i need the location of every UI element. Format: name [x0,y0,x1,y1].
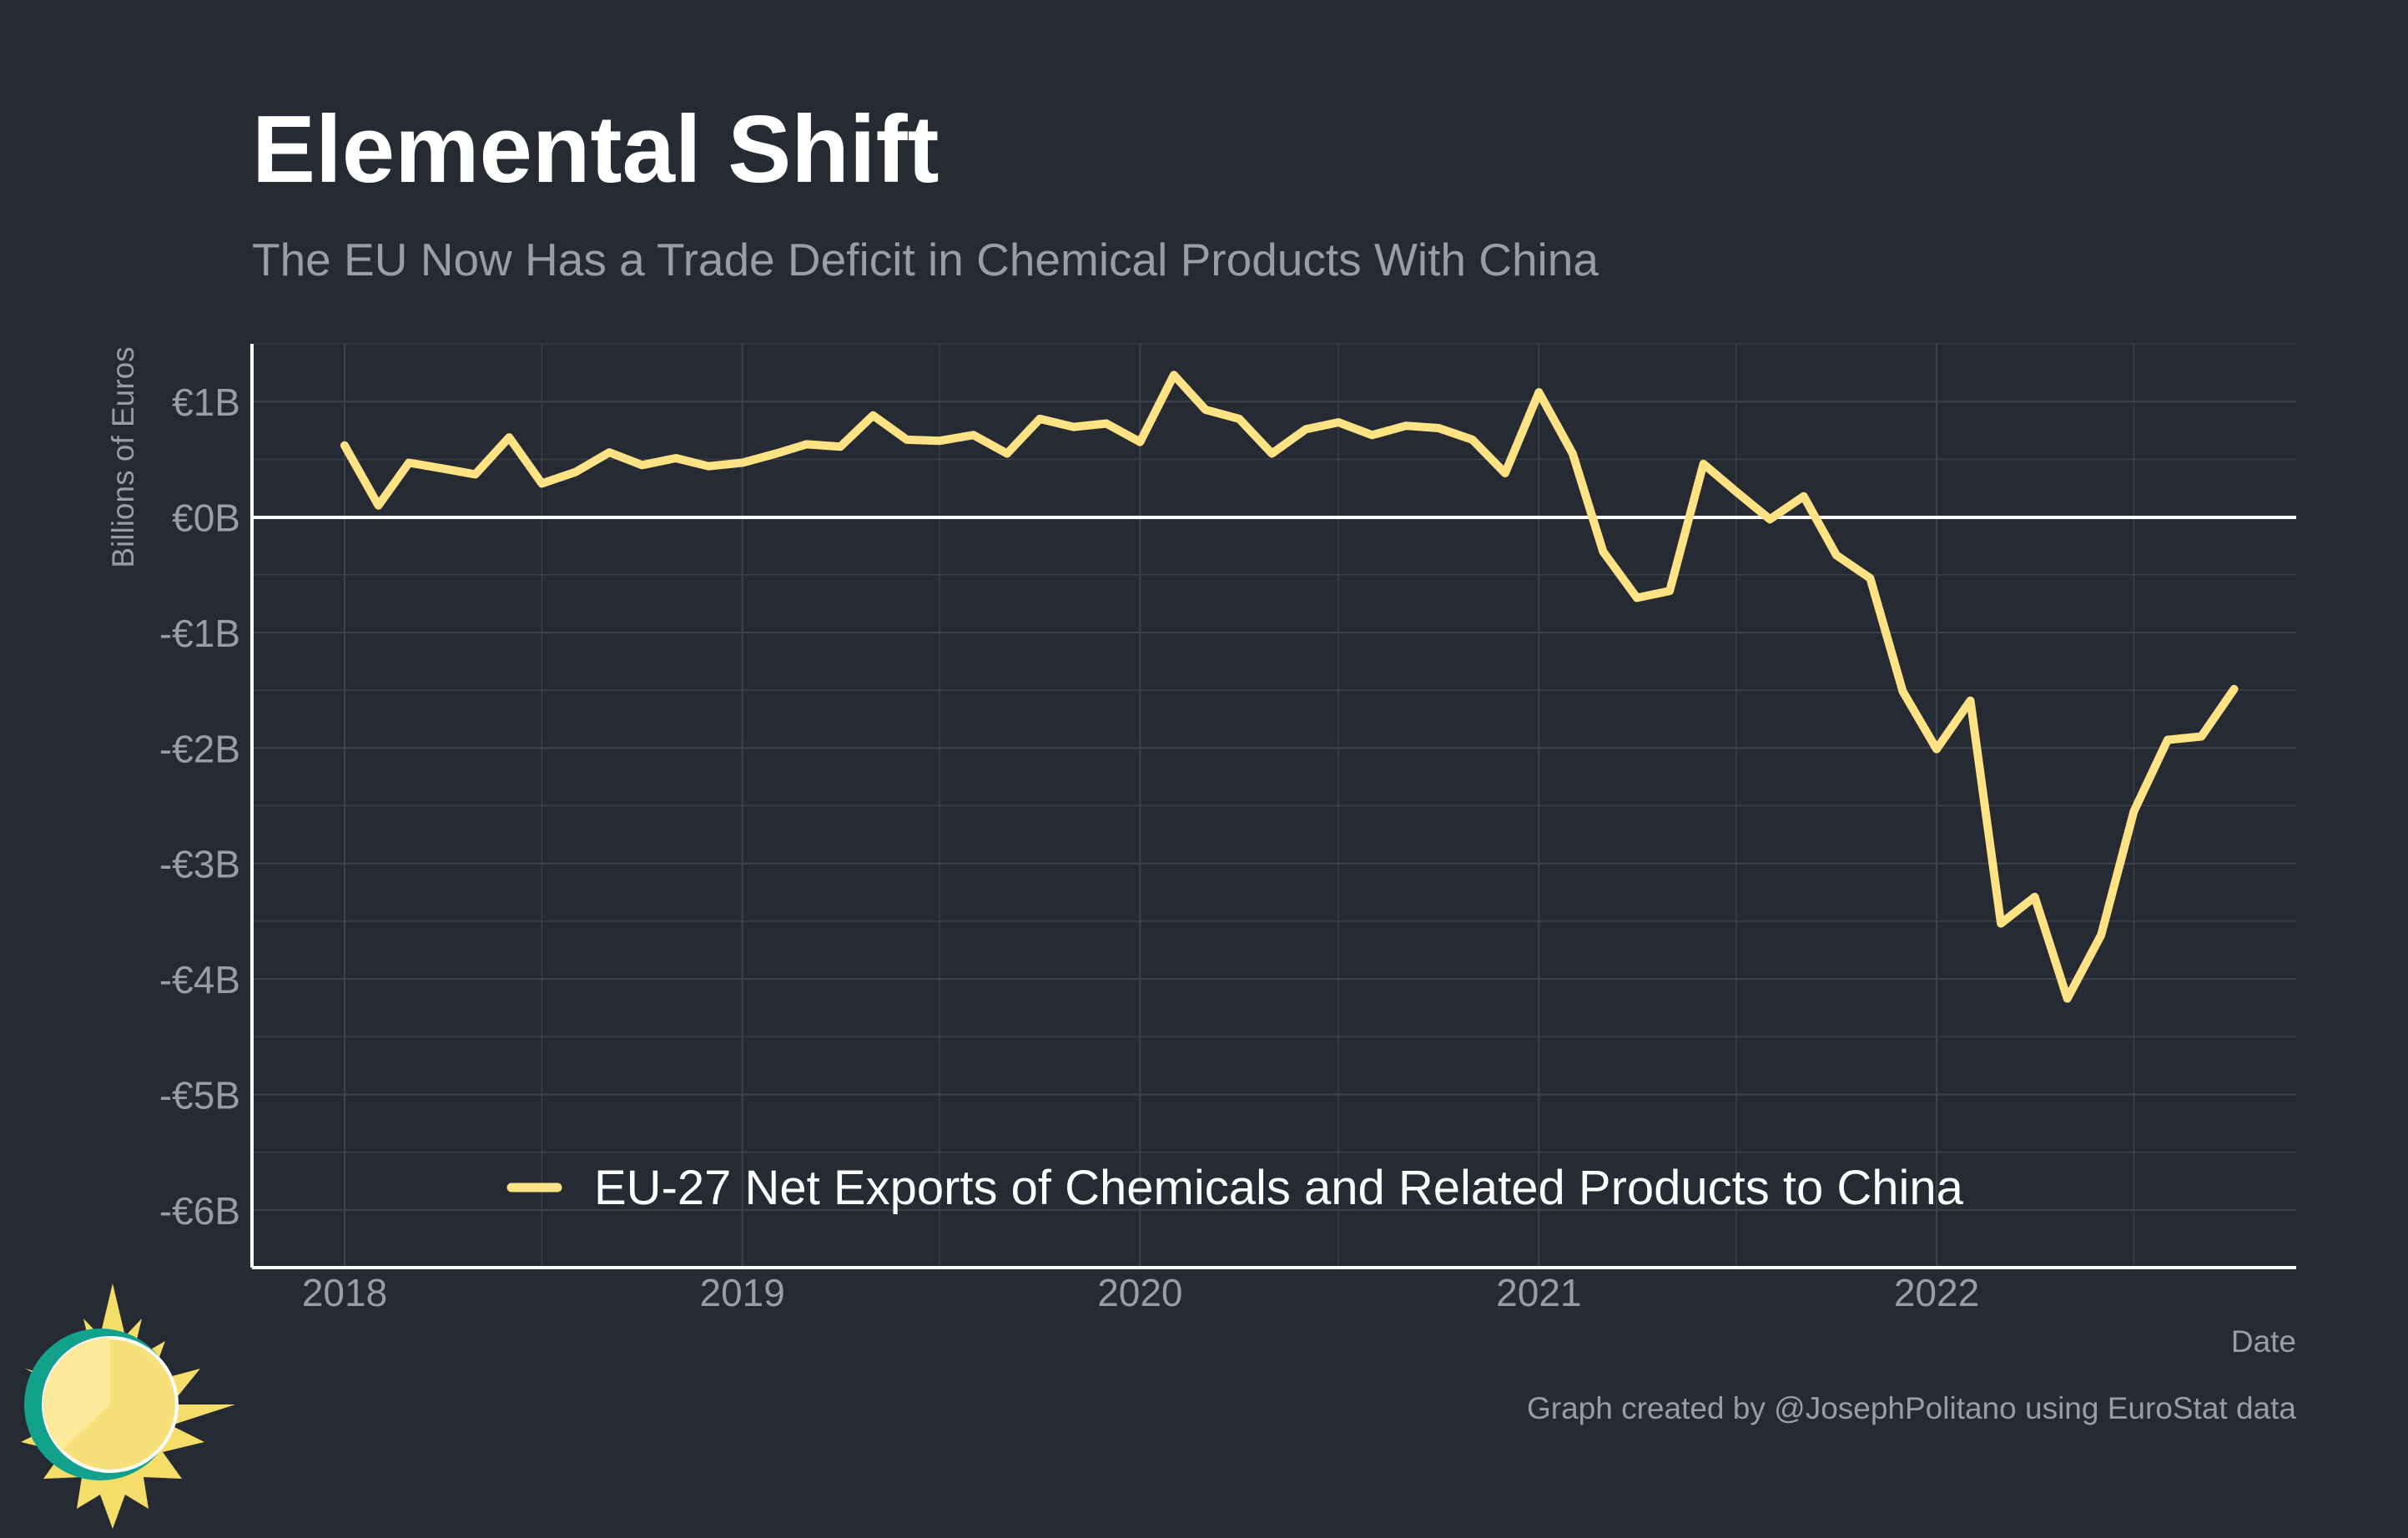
data-point [1136,438,1144,446]
data-point [705,462,713,470]
data-point [1036,415,1044,422]
data-point [1569,450,1576,457]
x-tick-label: 2022 [1894,1271,1979,1314]
data-point [606,449,613,456]
series-layer [340,371,2239,1003]
chart-subtitle: The EU Now Has a Trade Deficit in Chemic… [252,234,1599,285]
data-point [1501,470,1509,477]
y-tick-label: -€1B [159,612,240,655]
data-point [1170,371,1177,379]
data-point [1102,420,1110,427]
data-point [903,436,910,443]
data-point [1766,516,1774,523]
x-tick-label: 2021 [1496,1271,1581,1314]
y-tick-label: -€2B [159,727,240,770]
x-axis-ticks: 2018 2019 2020 2021 2022 [302,1271,1979,1314]
legend: EU-27 Net Exports of Chemicals and Relat… [506,1161,1964,1215]
x-tick-label: 2018 [302,1271,387,1314]
data-point [506,434,513,441]
data-point [1899,688,1907,695]
data-point [1967,697,1974,704]
data-point [1004,450,1010,457]
data-point [1070,423,1077,431]
data-point [2198,733,2205,740]
y-tick-label: -€5B [159,1073,240,1117]
legend-label: EU-27 Net Exports of Chemicals and Relat… [594,1161,1964,1215]
sun-shade [43,1338,110,1450]
data-point [341,441,348,449]
x-tick-label: 2019 [700,1271,785,1314]
data-point [1302,426,1309,433]
data-point [869,411,877,419]
sun-logo [21,1283,235,1529]
data-point [1633,594,1640,602]
data-point [471,471,479,478]
data-point [1599,548,1607,556]
y-tick-label: €0B [172,497,240,540]
y-tick-label: €1B [172,381,240,424]
data-point [1335,419,1343,426]
data-point [673,455,679,461]
data-point [803,441,810,448]
source-caption: Graph created by @JosephPolitano using E… [1527,1391,2296,1425]
y-tick-label: -€3B [159,843,240,886]
data-point [936,437,944,445]
data-point [439,465,446,472]
data-point [1866,574,1874,582]
data-point [1535,389,1543,396]
data-point [1800,492,1807,500]
series-line [340,371,2239,1003]
data-point [2164,736,2171,744]
data-point [2063,995,2071,1002]
data-point [1832,552,1840,559]
grid-lines [252,343,2296,1268]
data-point [2230,685,2238,693]
data-point [1435,425,1443,431]
data-point [837,443,844,451]
data-point [1236,415,1243,422]
y-axis-label: Billions of Euros [106,346,140,567]
y-axis-ticks: €1B €0B -€1B -€2B -€3B -€4B -€5B -€6B [159,381,240,1233]
data-point [638,461,646,469]
data-point [1666,587,1674,595]
data-point [1997,920,2005,927]
x-axis-label: Date [2231,1324,2296,1359]
data-point [970,431,977,439]
data-point [572,468,579,476]
data-point [1403,422,1409,430]
data-point [1732,488,1740,496]
data-point [1933,745,1940,753]
data-point [406,459,413,466]
data-point [1468,436,1476,443]
data-point [2031,893,2038,900]
data-point [2098,931,2105,939]
y-tick-label: -€6B [159,1189,240,1233]
data-point [375,502,382,509]
data-point [1201,406,1209,413]
data-point [538,480,546,487]
y-tick-label: -€4B [159,958,240,1001]
data-point [1368,431,1376,439]
data-point [2130,808,2138,815]
x-tick-label: 2020 [1097,1271,1182,1314]
chart-title: Elemental Shift [252,97,940,203]
data-point [773,450,780,457]
data-point [1268,450,1276,457]
data-point [738,459,746,466]
data-point [1700,460,1707,467]
